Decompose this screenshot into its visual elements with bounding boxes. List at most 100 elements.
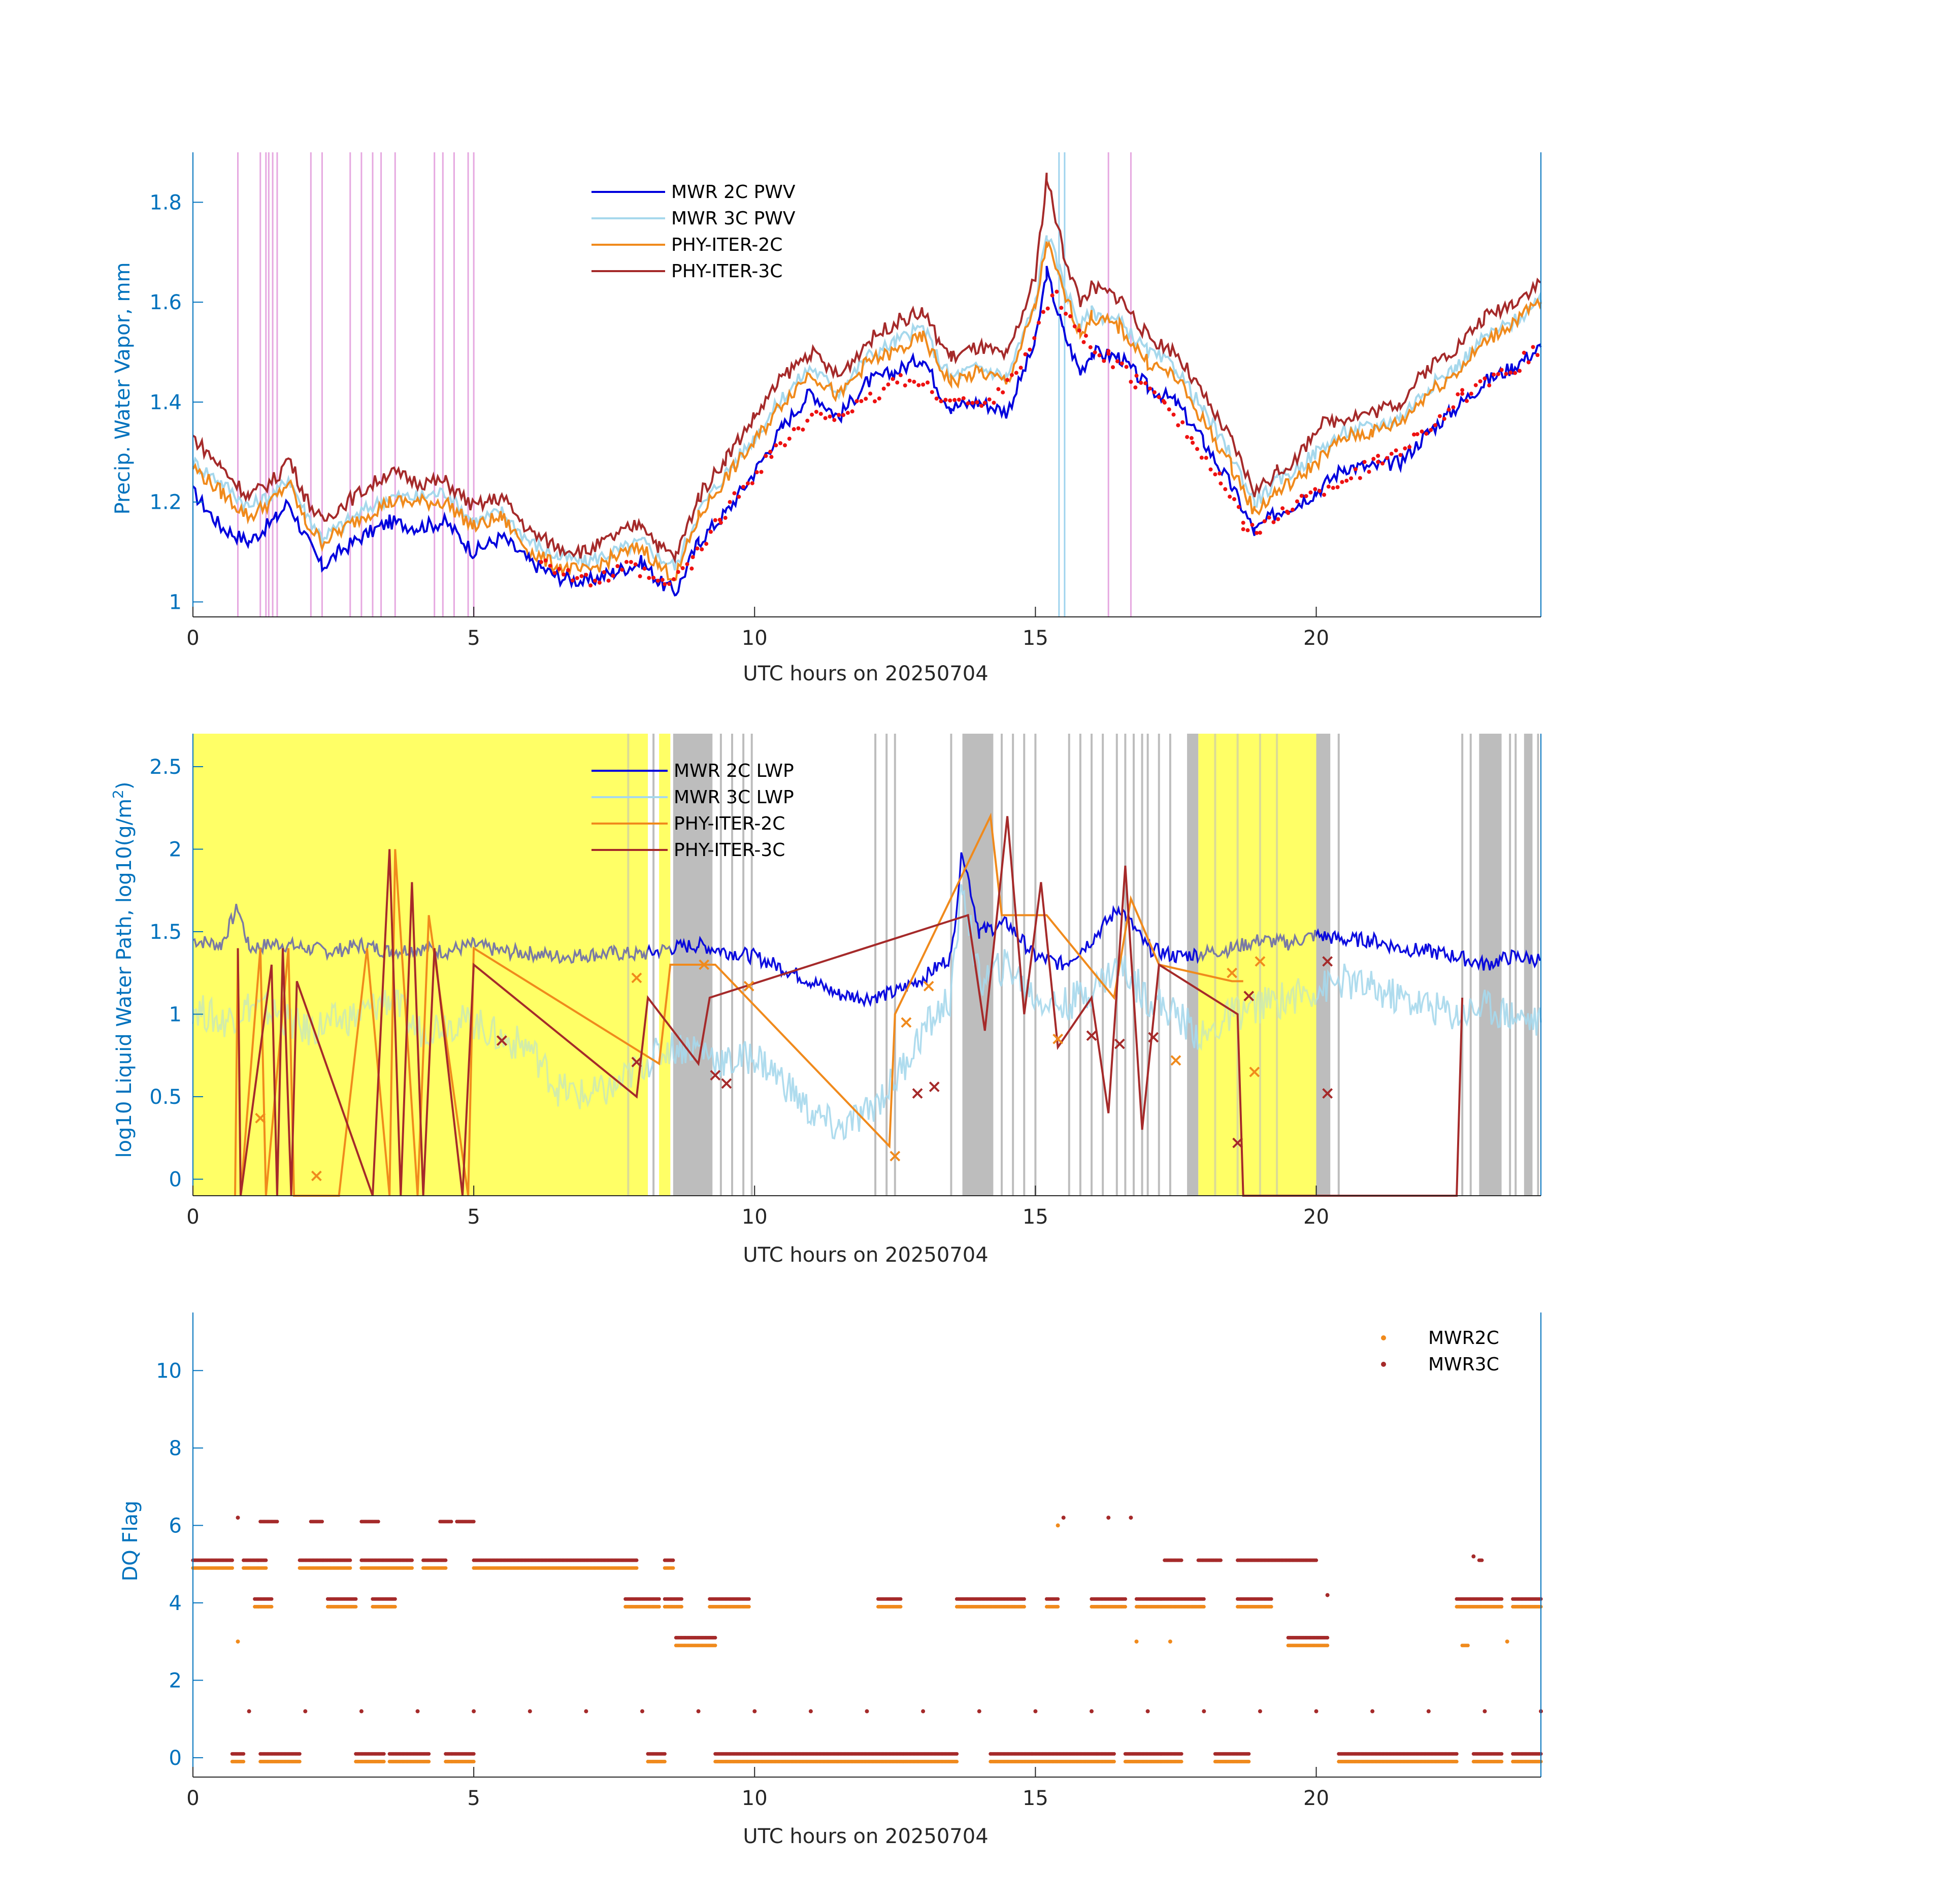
pwv-retrieval-point	[566, 568, 570, 572]
pwv-retrieval-point	[1093, 350, 1097, 354]
lwp-x-marker	[311, 1170, 322, 1181]
dq-x-tick-label: 10	[742, 1787, 768, 1810]
pwv-retrieval-point	[1032, 336, 1037, 340]
pwv-retrieval-point	[1451, 405, 1456, 410]
dq-point-mwr2c	[444, 1566, 448, 1570]
pwv-retrieval-point	[1412, 432, 1416, 437]
pwv-retrieval-point	[1111, 365, 1115, 370]
pwv-retrieval-point	[992, 401, 996, 405]
lwp-x-marker	[1052, 1033, 1064, 1044]
lwp-x-marker	[1243, 991, 1255, 1002]
pwv-retrieval-point	[584, 573, 588, 577]
dq-point-mwr3c	[713, 1635, 717, 1640]
pwv-retrieval-point	[916, 383, 921, 387]
pwv-y-tick-label: 1	[169, 590, 182, 614]
dq-points	[191, 1516, 1543, 1764]
pwv-retrieval-point	[539, 560, 543, 564]
dq-point-mwr3c	[1455, 1752, 1459, 1756]
lwp-x-tick-label: 0	[186, 1205, 199, 1229]
pwv-retrieval-point	[1068, 314, 1072, 318]
pwv-retrieval-point	[732, 491, 737, 496]
dq-point-mwr3c	[977, 1709, 981, 1714]
pwv-retrieval-point	[1152, 390, 1157, 395]
dq-point-mwr3c	[696, 1709, 701, 1714]
lwp-x-tick-label: 10	[742, 1205, 768, 1229]
dq-point-mwr2c	[1022, 1604, 1026, 1609]
pwv-panel: 0 5 10 15 20 1 1.2 1.4 1.6 1.8 UTC hours on 20250…	[111, 152, 1542, 685]
pwv-retrieval-point	[1204, 455, 1208, 460]
pwv-retrieval-point	[801, 428, 805, 432]
pwv-retrieval-point	[961, 396, 966, 401]
pwv-retrieval-point	[979, 404, 984, 408]
dq-point-mwr3c	[275, 1520, 279, 1524]
dq-point-mwr3c	[1022, 1597, 1026, 1601]
dq-y-tick-label: 4	[169, 1592, 182, 1615]
dq-point-mwr2c	[1500, 1604, 1504, 1609]
dq-point-mwr2c	[1326, 1644, 1330, 1648]
dq-point-mwr3c	[264, 1558, 268, 1562]
dq-point-mwr3c	[242, 1752, 246, 1756]
dq-point-mwr3c	[663, 1752, 667, 1756]
dq-point-mwr3c	[954, 1752, 959, 1756]
lwp-x-marker	[1148, 1032, 1159, 1043]
pwv-retrieval-point	[805, 418, 810, 423]
pwv-retrieval-point	[1308, 490, 1313, 495]
pwv-retrieval-point	[1437, 414, 1442, 418]
pwv-retrieval-point	[1005, 378, 1010, 382]
pwv-retrieval-point	[898, 373, 903, 377]
pwv-retrieval-point	[1236, 505, 1241, 509]
pwv-retrieval-point	[952, 398, 957, 402]
pwv-retrieval-point	[891, 377, 895, 381]
dq-point-mwr3c	[1258, 1709, 1262, 1714]
dq-point-mwr3c	[472, 1709, 476, 1714]
pwv-retrieval-point	[1167, 407, 1171, 412]
pwv-retrieval-point	[1478, 379, 1483, 383]
lwp-y-tick-label: 2.5	[149, 756, 182, 779]
dq-point-mwr3c	[472, 1520, 476, 1524]
pwv-retrieval-point	[859, 399, 864, 403]
pwv-retrieval-point	[1340, 480, 1344, 484]
pwv-retrieval-point	[1115, 359, 1120, 364]
pwv-retrieval-point	[1208, 467, 1213, 472]
lwp-x-marker	[1086, 1030, 1097, 1041]
pwv-retrieval-point	[886, 382, 891, 387]
dq-point-mwr2c	[1202, 1604, 1206, 1609]
dq-y-tick-label: 8	[169, 1437, 182, 1460]
pwv-retrieval-point	[704, 542, 709, 546]
pwv-retrieval-point	[939, 399, 943, 404]
dq-point-mwr3c	[298, 1752, 302, 1756]
pwv-retrieval-point	[1219, 481, 1223, 486]
pwv-retrieval-point	[877, 396, 881, 401]
dq-point-mwr2c	[657, 1604, 661, 1609]
dq-point-mwr3c	[472, 1752, 476, 1756]
pwv-retrieval-point	[1513, 371, 1518, 375]
pwv-retrieval-point	[1291, 507, 1295, 512]
pwv-retrieval-point	[1097, 353, 1102, 357]
pwv-series-group	[192, 173, 1542, 597]
dq-point-mwr3c	[1202, 1597, 1206, 1601]
dq-point-mwr3c	[410, 1558, 414, 1562]
pwv-retrieval-point	[1081, 340, 1086, 344]
pwv-legend-label: MWR 2C PWV	[671, 182, 796, 203]
pwv-retrieval-point	[638, 574, 642, 578]
lwp-x-marker	[743, 980, 754, 992]
pwv-retrieval-point	[700, 547, 704, 551]
pwv-retrieval-point	[746, 481, 750, 485]
pwv-retrieval-point	[1367, 470, 1371, 474]
dq-point-mwr2c	[1056, 1604, 1060, 1609]
pwv-retrieval-point	[926, 380, 930, 385]
pwv-retrieval-point	[1195, 447, 1199, 451]
pwv-retrieval-point	[854, 399, 859, 403]
pwv-retrieval-point	[1106, 351, 1111, 356]
pwv-retrieval-point	[695, 546, 700, 551]
dq-point-mwr3c	[1269, 1597, 1273, 1601]
pwv-retrieval-point	[764, 454, 768, 458]
dq-point-mwr2c	[298, 1759, 302, 1764]
dq-y-tick-label: 2	[169, 1669, 182, 1692]
pwv-retrieval-point	[1271, 520, 1276, 524]
pwv-retrieval-point	[837, 413, 841, 417]
pwv-retrieval-point	[864, 397, 868, 401]
pwv-retrieval-point	[1499, 368, 1504, 372]
pwv-retrieval-point	[1508, 370, 1513, 375]
